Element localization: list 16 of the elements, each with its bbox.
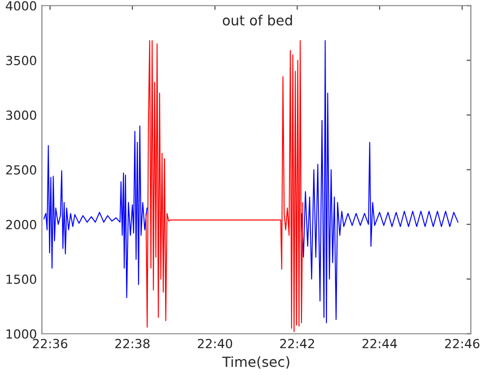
- x-tick-label: 22:36: [32, 338, 68, 348]
- y-tick-label: 3000: [6, 110, 36, 120]
- line-series: [145, 40, 304, 332]
- y-tick-label: 4000: [6, 1, 36, 11]
- y-tick-label: 1500: [6, 274, 36, 284]
- annotation: out of bed: [222, 14, 292, 26]
- y-tick-label: 2500: [6, 165, 36, 175]
- y-tick-label: 2000: [6, 220, 36, 230]
- x-tick-label: 22:40: [198, 338, 232, 348]
- y-tick-label: 1000: [6, 329, 36, 339]
- x-axis-title: Time(sec): [222, 356, 290, 369]
- x-tick-label: 22:38: [115, 338, 150, 348]
- x-tick-label: 22:44: [362, 338, 397, 348]
- x-tick-label: 22:42: [280, 338, 314, 348]
- x-tick-label: 22:46: [445, 338, 480, 348]
- y-tick-label: 3500: [6, 56, 36, 66]
